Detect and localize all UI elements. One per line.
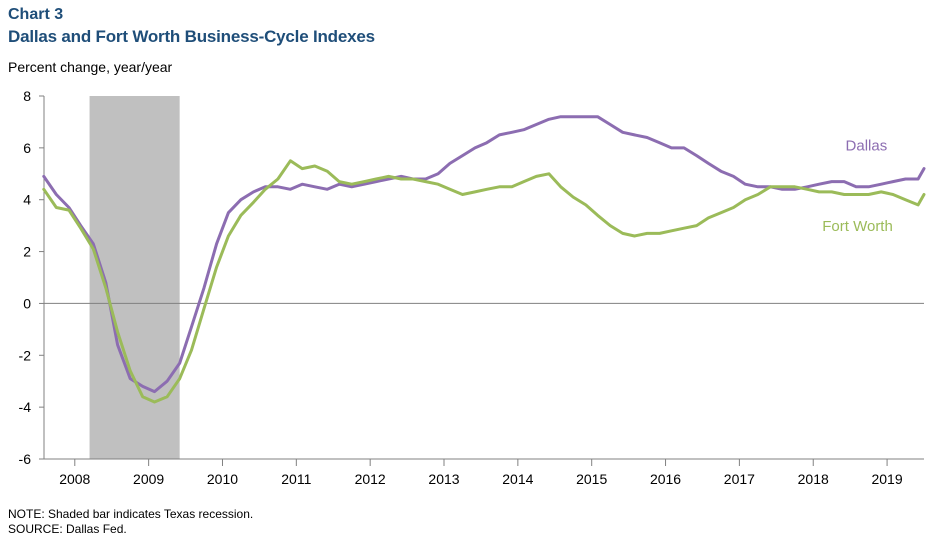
y-tick-label: 2 [23, 244, 31, 260]
x-tick-label: 2014 [502, 471, 533, 487]
x-tick-label: 2012 [355, 471, 386, 487]
chart-title: Dallas and Fort Worth Business-Cycle Ind… [8, 27, 375, 46]
y-tick-label: 0 [23, 295, 31, 311]
series-line-dallas [42, 115, 926, 394]
y-tick-label: 4 [23, 192, 31, 208]
y-tick-label: 6 [23, 140, 31, 156]
y-tick-label: -6 [19, 451, 32, 467]
series-line-fort-worth [42, 159, 926, 404]
series-label-fort-worth: Fort Worth [822, 218, 893, 235]
x-tick-label: 2008 [59, 471, 90, 487]
y-tick-label: -4 [19, 399, 32, 415]
x-tick-label: 2016 [650, 471, 681, 487]
x-tick-label: 2011 [281, 471, 311, 487]
x-tick-label: 2013 [428, 471, 459, 487]
x-tick-label: 2017 [724, 471, 755, 487]
y-tick-label: -2 [19, 347, 32, 363]
x-tick-label: 2009 [133, 471, 164, 487]
x-tick-label: 2019 [871, 471, 902, 487]
x-tick-label: 2015 [576, 471, 607, 487]
series-label-dallas: Dallas [846, 137, 888, 154]
x-tick-label: 2010 [207, 471, 238, 487]
y-tick-label: 8 [23, 88, 31, 104]
footnote: NOTE: Shaded bar indicates Texas recessi… [8, 507, 254, 521]
source-note: SOURCE: Dallas Fed. [8, 522, 127, 536]
x-tick-label: 2018 [798, 471, 829, 487]
y-axis-label: Percent change, year/year [8, 59, 173, 75]
chart-label: Chart 3 [8, 6, 64, 23]
